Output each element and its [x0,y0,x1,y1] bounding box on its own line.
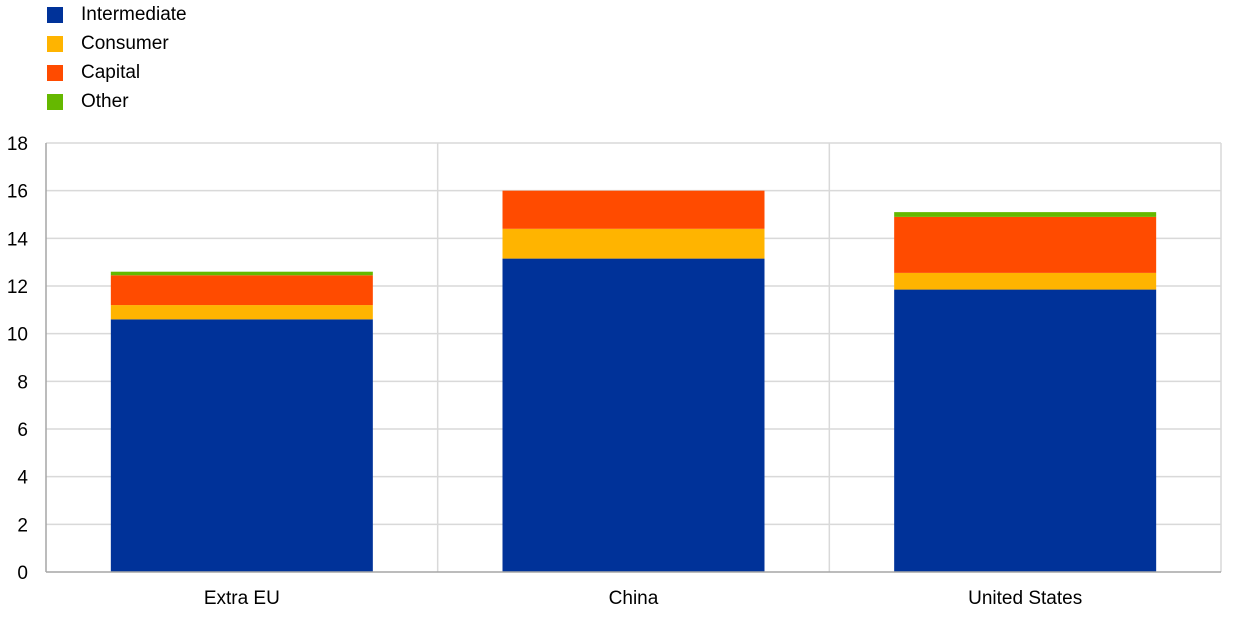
bar-intermediate-extra-eu [110,319,373,572]
y-tick-label: 16 [7,182,28,203]
bar-consumer-china [502,228,765,259]
legend-item-intermediate: Intermediate [47,0,187,29]
legend: Intermediate Consumer Capital Other [47,0,187,116]
legend-item-consumer: Consumer [47,29,187,58]
legend-item-capital: Capital [47,58,187,87]
legend-item-other: Other [47,87,187,116]
legend-label-capital: Capital [81,61,141,83]
y-tick-label: 10 [7,325,28,346]
bars [110,190,1157,572]
legend-label-other: Other [81,90,129,112]
bar-consumer-extra-eu [110,305,373,320]
legend-swatch-capital [47,64,63,81]
y-tick-label: 8 [17,372,28,393]
bar-consumer-united-states [894,272,1157,290]
x-tick-label: United States [968,588,1082,609]
x-tick-label: China [609,588,659,609]
legend-swatch-other [47,93,63,110]
bar-capital-china [502,190,765,229]
x-tick-labels: Extra EU China United States [204,588,1082,609]
y-tick-labels: 0 2 4 6 8 10 12 14 16 18 [7,134,29,584]
bar-other-extra-eu [110,271,373,276]
y-tick-label: 4 [17,468,28,489]
y-tick-label: 18 [7,134,28,155]
y-tick-label: 0 [17,563,28,584]
bar-intermediate-united-states [894,289,1157,572]
y-tick-label: 12 [7,277,28,298]
axes [45,143,1221,573]
y-tick-label: 14 [7,229,29,250]
bar-other-united-states [894,212,1157,217]
bar-capital-extra-eu [110,275,373,306]
legend-swatch-consumer [47,35,63,52]
legend-swatch-intermediate [47,6,63,23]
bar-capital-united-states [894,216,1157,273]
legend-label-intermediate: Intermediate [81,3,187,25]
y-tick-label: 2 [17,515,28,536]
bar-intermediate-china [502,258,765,572]
x-tick-label: Extra EU [204,588,280,609]
y-tick-label: 6 [17,420,28,441]
legend-label-consumer: Consumer [81,32,169,54]
